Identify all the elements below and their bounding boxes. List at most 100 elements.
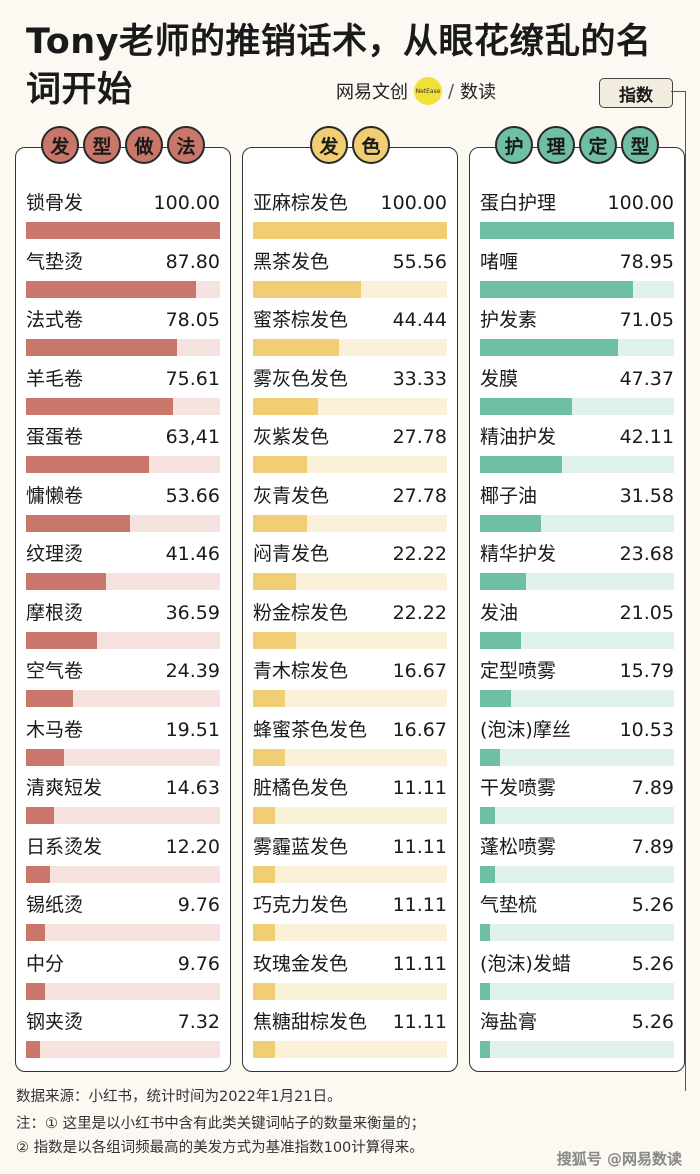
bar-row: 纹理烫 41.46 [26,541,220,599]
footer-note-2: ② 指数是以各组词频最高的美发方式为基准指数100计算得来。 [16,1140,424,1156]
category-label: 摩根烫 [26,601,84,624]
bar-row: 蜂蜜茶色发色 16.67 [253,717,447,775]
bar-row: 中分 9.76 [26,951,220,1009]
bar [480,924,491,941]
bar-track [26,573,220,590]
bar-track [253,1041,447,1058]
bar [480,865,496,883]
bar [480,807,496,824]
bar [26,748,64,766]
category-label: (泡沫)发蜡 [480,952,571,975]
category-label: 木马卷 [26,718,84,741]
value-label: 44.44 [392,309,447,331]
bar [253,982,275,1000]
bar-row: 木马卷 19.51 [26,717,220,775]
value-label: 11.11 [392,777,447,799]
bar-track [480,280,674,298]
bar-track [26,631,220,649]
value-label: 7.32 [177,1011,220,1033]
category-label: 脏橘色发色 [253,777,349,799]
category-label: 精华护发 [480,543,557,565]
bar [253,807,275,824]
hair-care-panel: 蛋白护理 100.00 啫喱 78.95 护发素 71.05 发膜 47.37 精油护发 42.1… [469,147,685,1072]
value-label: 71.05 [619,309,674,331]
bar [480,397,572,415]
bar [480,280,634,298]
category-label: 粉金棕发色 [253,601,349,624]
bar-track [480,748,674,766]
bar-track [253,222,447,239]
bar-track [253,631,447,649]
bar-track [480,690,674,707]
value-label: 16.67 [392,718,447,741]
bar [253,1041,275,1058]
bar [253,865,275,883]
bar-track [253,514,447,532]
bar [253,397,318,415]
value-label: 5.26 [631,894,674,916]
category-label: 青木棕发色 [253,660,349,682]
bar-track [253,748,447,766]
hair-care-title-char: 理 [537,126,575,164]
category-label: 法式卷 [26,309,84,331]
category-label: 雾灰色发色 [253,367,349,390]
bar-row: 定型喷雾 15.79 [480,658,674,716]
bar-row: 啫喱 78.95 [480,249,674,307]
bar-row: 灰青发色 27.78 [253,483,447,541]
bar-track [480,514,674,532]
bar-row: 精油护发 42.11 [480,424,674,482]
index-connector-line [671,91,685,92]
category-label: 清爽短发 [26,777,103,799]
bar-track [253,573,447,590]
value-label: 21.05 [619,601,674,624]
bar-row: 精华护发 23.68 [480,541,674,599]
category-label: 锁骨发 [26,192,84,214]
bar-row: 玫瑰金发色 11.11 [253,951,447,1009]
bar [253,280,361,298]
bar-row: 摩根烫 36.59 [26,600,220,658]
bar-row: 发膜 47.37 [480,366,674,424]
category-label: 精油护发 [480,426,557,448]
bar [480,748,501,766]
category-label: 气垫梳 [480,894,538,916]
value-label: 53.66 [165,484,220,507]
bar-row: 气垫烫 87.80 [26,249,220,307]
hair-color-panel-title: 发色 [310,126,390,168]
bar-row: 海盐膏 5.26 [480,1009,674,1067]
value-label: 5.26 [631,1011,674,1033]
bar [480,690,511,707]
category-label: 干发喷雾 [480,777,557,799]
value-label: 100.00 [153,192,220,214]
category-label: 焦糖甜棕发色 [253,1011,368,1033]
bar-track [26,807,220,824]
bar-track [26,514,220,532]
hair-care-title-char: 型 [621,126,659,164]
bar-row: 黑茶发色 55.56 [253,249,447,307]
bar [480,1041,491,1058]
bar-track [26,456,220,473]
hair-care-title-char: 护 [495,126,533,164]
value-label: 78.95 [619,250,674,273]
category-label: 蜂蜜茶色发色 [253,718,368,741]
bar [26,924,45,941]
bar-row: 锡纸烫 9.76 [26,892,220,950]
bar-track [253,456,447,473]
bar-row: 干发喷雾 7.89 [480,775,674,833]
bar-track [253,865,447,883]
bar-track [253,280,447,298]
bar [26,690,74,707]
bar-row: 巧克力发色 11.11 [253,892,447,950]
category-label: 羊毛卷 [26,367,84,390]
bar [253,924,275,941]
bar-track [26,748,220,766]
bar-track [253,690,447,707]
value-label: 100.00 [607,192,674,214]
bar-row: 空气卷 24.39 [26,658,220,716]
bar-track [480,1041,674,1058]
value-label: 55.56 [392,250,447,273]
value-label: 63,41 [165,426,220,448]
bar [26,1041,41,1058]
bar-row: 发油 21.05 [480,600,674,658]
footer-source: 数据来源：小红书，统计时间为2022年1月21日。 [16,1089,342,1105]
bar-row: 脏橘色发色 11.11 [253,775,447,833]
